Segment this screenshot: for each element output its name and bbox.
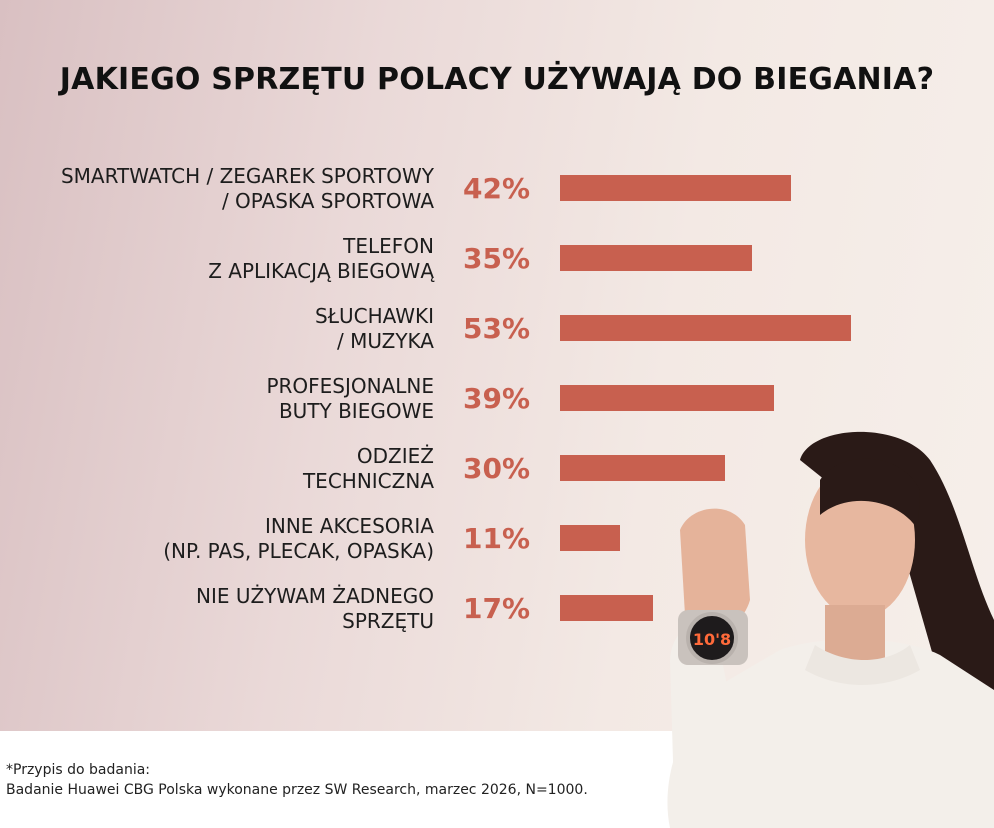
bar-row: ODZIEŻ TECHNICZNA 30% bbox=[0, 440, 994, 510]
value-label: 30% bbox=[463, 452, 531, 485]
turtleneck-top bbox=[667, 639, 994, 828]
bar-row: TELEFON Z APLIKACJĄ BIEGOWĄ 35% bbox=[0, 230, 994, 300]
bar bbox=[560, 315, 851, 341]
chart-title: JAKIEGO SPRZĘTU POLACY UŻYWAJĄ DO BIEGAN… bbox=[59, 62, 935, 97]
category-label: ODZIEŻ TECHNICZNA bbox=[302, 444, 434, 493]
category-label: NIE UŻYWAM ŻADNEGO SPRZĘTU bbox=[195, 584, 434, 633]
category-label: SŁUCHAWKI / MUZYKA bbox=[315, 304, 434, 353]
bar bbox=[560, 385, 774, 411]
hand bbox=[680, 508, 750, 631]
value-label: 35% bbox=[463, 242, 531, 275]
bar-row: SMARTWATCH / ZEGAREK SPORTOWY / OPASKA S… bbox=[0, 160, 994, 230]
category-label: INNE AKCESORIA (NP. PAS, PLECAK, OPASKA) bbox=[163, 514, 434, 563]
footnote-source: Badanie Huawei CBG Polska wykonane przez… bbox=[6, 782, 588, 798]
hair bbox=[800, 431, 994, 720]
bar bbox=[560, 245, 752, 271]
bar bbox=[560, 175, 791, 201]
value-label: 53% bbox=[463, 312, 531, 345]
bar bbox=[560, 525, 620, 551]
watch-face-text: 10'8 bbox=[693, 630, 731, 649]
category-label: SMARTWATCH / ZEGAREK SPORTOWY / OPASKA S… bbox=[60, 164, 434, 213]
footnote-heading: *Przypis do badania: bbox=[6, 762, 150, 778]
raised-arm bbox=[670, 626, 760, 828]
bar-row: NIE UŻYWAM ŻADNEGO SPRZĘTU 17% bbox=[0, 580, 994, 650]
value-label: 17% bbox=[463, 592, 531, 625]
value-label: 11% bbox=[463, 522, 531, 555]
category-label: PROFESJONALNE BUTY BIEGOWE bbox=[266, 374, 434, 423]
smartwatch bbox=[686, 612, 738, 664]
value-label: 39% bbox=[463, 382, 531, 415]
bar-row: SŁUCHAWKI / MUZYKA 53% bbox=[0, 300, 994, 370]
value-label: 42% bbox=[463, 172, 531, 205]
bar-row: INNE AKCESORIA (NP. PAS, PLECAK, OPASKA)… bbox=[0, 510, 994, 580]
bar-row: PROFESJONALNE BUTY BIEGOWE 39% bbox=[0, 370, 994, 440]
runner-photo-illustration: 10'8 bbox=[667, 431, 994, 828]
category-label: TELEFON Z APLIKACJĄ BIEGOWĄ bbox=[208, 234, 434, 283]
bar bbox=[560, 595, 653, 621]
bar bbox=[560, 455, 725, 481]
footnote: *Przypis do badania: Badanie Huawei CBG … bbox=[6, 760, 588, 800]
